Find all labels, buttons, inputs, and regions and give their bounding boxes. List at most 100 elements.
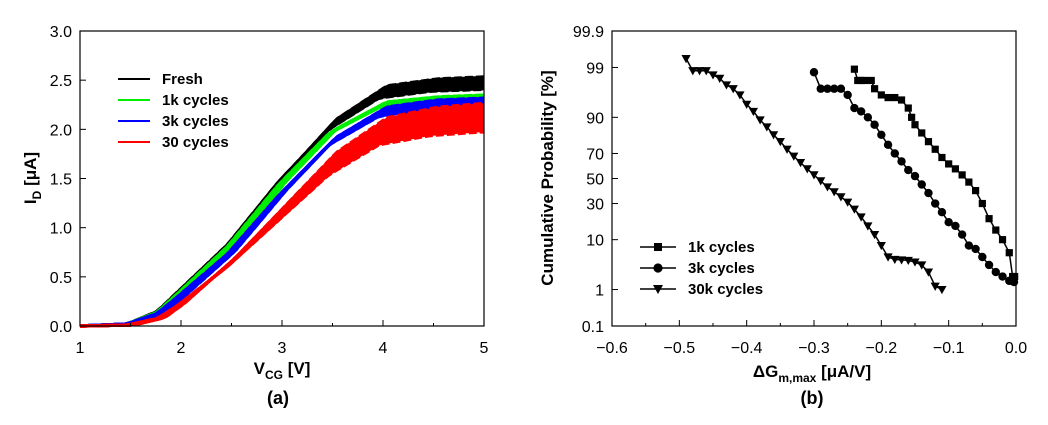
panel-a-xtick-label: 4 bbox=[379, 340, 388, 357]
panel-a-legend-item: 30 cycles bbox=[118, 134, 229, 151]
panel-b-ytick-label: 90 bbox=[586, 110, 604, 127]
panel-b-point bbox=[951, 165, 959, 173]
panel-b-ytick-label: 70 bbox=[586, 146, 604, 163]
panel-a-curve bbox=[79, 116, 485, 328]
panel-a-xtick-label: 3 bbox=[278, 340, 287, 357]
panel-a-curve bbox=[79, 130, 485, 328]
panel-a-curve bbox=[79, 124, 485, 328]
panel-b-legend-item: 1k cycles bbox=[640, 239, 755, 256]
panel-a-curve bbox=[79, 127, 485, 328]
panel-b-ylabel: Cumulative Probability [%] bbox=[538, 70, 557, 285]
panel-b-point bbox=[1005, 249, 1013, 257]
panel-b-ytick-label: 10 bbox=[586, 233, 604, 250]
panel-b-point bbox=[964, 241, 974, 250]
panel-a-xtick-label: 5 bbox=[480, 340, 489, 357]
panel-a-ytick-label: 1.0 bbox=[50, 221, 72, 238]
panel-b-ticks: −0.6 −0.5 −0.4 −0.3 −0.2 −0.1 0.0 0.1 1 10 30 50 70 9… bbox=[573, 24, 1027, 357]
panel-b-point bbox=[931, 199, 940, 208]
panel-b-point bbox=[775, 138, 785, 147]
panel-b-xtick-label: −0.5 bbox=[664, 340, 696, 357]
panel-b-point bbox=[728, 85, 738, 94]
panel-b-point bbox=[958, 171, 966, 179]
panel-b-point bbox=[992, 226, 1000, 234]
panel-b-ytick-label: 30 bbox=[586, 197, 604, 214]
panel-b-point bbox=[755, 116, 765, 125]
panel-b-point bbox=[978, 199, 986, 208]
panel-a-xtick-label: 2 bbox=[177, 340, 186, 357]
panel-a-curve bbox=[80, 126, 485, 328]
panel-b-xtick-label: −0.3 bbox=[798, 340, 830, 357]
panel-b-point bbox=[908, 113, 916, 121]
panel-b-point bbox=[1011, 272, 1019, 281]
panel-a-ytick-label: 1.5 bbox=[50, 172, 72, 189]
panel-b-point bbox=[816, 177, 826, 186]
panel-a-ylabel: ID [μA] bbox=[21, 152, 44, 204]
panel-b-point bbox=[688, 67, 698, 76]
panel-b-point bbox=[938, 153, 946, 162]
panel-b-point bbox=[843, 90, 852, 100]
panel-b-point bbox=[971, 244, 980, 254]
panel-a-curve bbox=[79, 122, 485, 328]
panel-b-ytick-label: 99 bbox=[586, 60, 604, 77]
panel-b-point bbox=[823, 84, 832, 93]
panel-a-legend-label: 30 cycles bbox=[162, 134, 229, 151]
panel-b-point bbox=[923, 268, 934, 277]
panel-b-point bbox=[769, 131, 779, 140]
panel-a-curve bbox=[79, 112, 485, 328]
panel-b-point bbox=[917, 261, 927, 270]
panel-a-ticks: 1 2 3 4 5 0.0 0.5 1.0 1.5 2.0 2.5 3.0 bbox=[50, 24, 489, 357]
panel-b-series-line bbox=[853, 68, 1015, 278]
panel-b-point bbox=[924, 188, 933, 198]
panel-a-legend: Fresh 1k cycles 3k cycles 30 cycles bbox=[118, 71, 229, 151]
panel-b-point bbox=[945, 160, 953, 168]
panel-b-point bbox=[896, 256, 907, 265]
panel-b-point bbox=[654, 243, 662, 251]
panel-b-point bbox=[849, 205, 859, 214]
panel-b-point bbox=[930, 282, 940, 291]
panel-b-xtick-label: −0.4 bbox=[731, 340, 763, 357]
panel-b-point bbox=[721, 81, 732, 90]
panel-b-point bbox=[998, 272, 1007, 281]
panel-b-point bbox=[863, 222, 873, 231]
panel-b-ytick-label: 0.1 bbox=[582, 319, 604, 336]
panel-b-point bbox=[795, 159, 806, 168]
panel-b-point bbox=[789, 152, 799, 161]
panel-a-curve bbox=[79, 111, 485, 328]
panel-b-point bbox=[856, 213, 866, 222]
panel-b-point bbox=[965, 178, 973, 186]
panel-b-series-1 bbox=[809, 68, 1019, 287]
panel-b-point bbox=[937, 285, 947, 295]
panel-b-point bbox=[937, 208, 947, 217]
panel-b-point bbox=[870, 230, 880, 240]
panel-b-point bbox=[867, 76, 875, 85]
panel-b-point bbox=[708, 71, 718, 80]
panel-b-point bbox=[910, 171, 920, 181]
panel-b-point bbox=[897, 96, 906, 104]
panel-b-legend-item: 3k cycles bbox=[640, 260, 755, 277]
panel-b-legend-label: 3k cycles bbox=[688, 260, 755, 277]
panel-a-curve bbox=[79, 115, 485, 328]
panel-b-point bbox=[871, 85, 879, 93]
panel-b-point bbox=[822, 183, 833, 192]
panel-b-point bbox=[653, 263, 663, 273]
panel-b-point bbox=[809, 68, 819, 77]
panel-b-point bbox=[843, 198, 853, 207]
panel-b-xtick-label: −0.2 bbox=[866, 340, 898, 357]
panel-b-point bbox=[802, 165, 812, 174]
panel-b-point bbox=[742, 100, 752, 109]
panel-b-plot-area bbox=[681, 54, 1019, 295]
panel-b-ytick-label: 1 bbox=[595, 283, 604, 300]
panel-b-point bbox=[809, 171, 819, 180]
panel-b-xtick-label: −0.1 bbox=[933, 340, 965, 357]
panel-b-point bbox=[850, 103, 859, 113]
panel-b-point bbox=[870, 120, 879, 129]
panel-b-point bbox=[762, 123, 772, 132]
panel-b-point bbox=[860, 76, 869, 85]
panel-a-curve bbox=[79, 120, 485, 328]
panel-b-point bbox=[876, 241, 886, 251]
panel-b-point bbox=[782, 145, 792, 154]
panel-b-xtick-label: −0.6 bbox=[596, 340, 628, 357]
panel-a-legend-label: Fresh bbox=[162, 71, 203, 88]
panel-a-curve bbox=[80, 101, 485, 328]
